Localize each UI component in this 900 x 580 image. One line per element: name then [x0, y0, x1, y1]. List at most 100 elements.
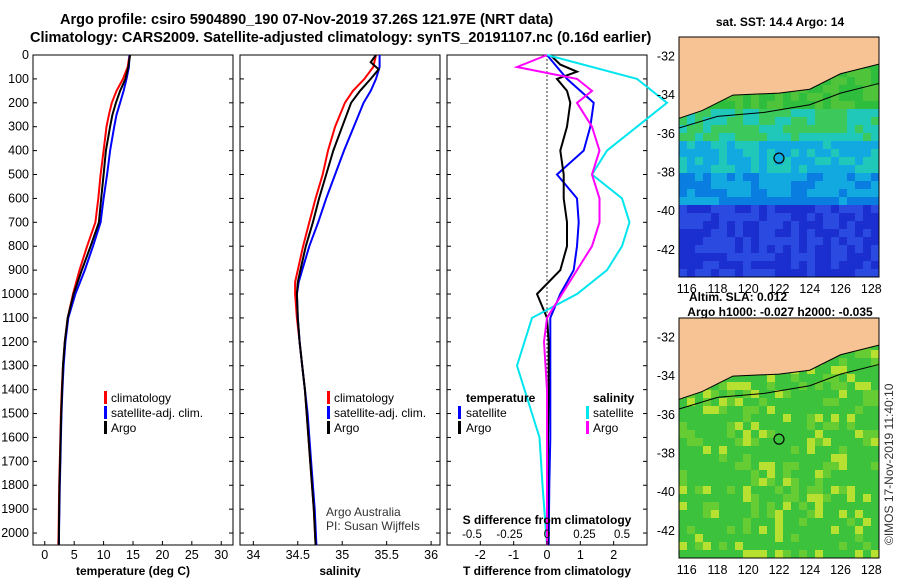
map-cell: [847, 117, 855, 125]
map-cell: [679, 542, 687, 550]
map-cell: [807, 181, 815, 189]
map-cell: [791, 189, 799, 197]
map-cell: [719, 542, 727, 550]
map-cell: [759, 189, 767, 197]
map-cell: [799, 117, 807, 125]
map-cell: [831, 101, 839, 109]
map-cell: [767, 510, 775, 518]
map-cell: [815, 237, 823, 245]
map-cell: [863, 366, 871, 374]
map-cell: [775, 478, 783, 486]
map-cell: [727, 261, 735, 269]
map-cell: [839, 470, 847, 478]
map-cell: [855, 390, 863, 398]
map-cell: [727, 109, 735, 117]
map-cell: [807, 173, 815, 181]
map-cell: [783, 382, 791, 390]
map-cell: [823, 438, 831, 446]
map-cell: [815, 478, 823, 486]
map-cell: [727, 502, 735, 510]
map-cell: [799, 221, 807, 229]
map-cell: [855, 510, 863, 518]
imos-stamp: ©IMOS 17-Nov-2019 11:40:10: [882, 383, 896, 545]
map-cell: [687, 494, 695, 502]
map-cell: [847, 221, 855, 229]
map-cell: [847, 181, 855, 189]
map-cell: [679, 253, 687, 261]
map-cell: [839, 213, 847, 221]
map-cell: [831, 117, 839, 125]
map-cell: [791, 470, 799, 478]
map-cell: [831, 141, 839, 149]
map-cell: [823, 366, 831, 374]
map-cell: [735, 149, 743, 157]
map-cell: [815, 438, 823, 446]
map-cell: [863, 125, 871, 133]
legend-argo: Argo: [111, 421, 137, 435]
map-cell: [783, 117, 791, 125]
x-tick-label: 35: [335, 548, 349, 562]
map-cell: [791, 462, 799, 470]
map-cell: [871, 350, 879, 358]
map-cell: [767, 101, 775, 109]
map-cell: [743, 149, 751, 157]
map-cell: [855, 478, 863, 486]
map-cell: [839, 510, 847, 518]
map-cell: [767, 181, 775, 189]
map-cell: [823, 534, 831, 542]
map-cell: [799, 430, 807, 438]
map-cell: [735, 406, 743, 414]
map-cell: [823, 213, 831, 221]
map-cell: [695, 205, 703, 213]
map-cell: [775, 221, 783, 229]
map-cell: [743, 205, 751, 213]
legend-argo: Argo: [334, 421, 360, 435]
map-cell: [863, 454, 871, 462]
map-cell: [815, 213, 823, 221]
map-cell: [823, 414, 831, 422]
map-cell: [695, 221, 703, 229]
map-cell: [831, 374, 839, 382]
map-cell: [743, 446, 751, 454]
map-cell: [727, 141, 735, 149]
map-cell: [863, 422, 871, 430]
map-cell: [831, 269, 839, 277]
map-cell: [799, 181, 807, 189]
map-cell: [719, 117, 727, 125]
map-cell: [863, 245, 871, 253]
lon-tick-label: 126: [830, 563, 851, 577]
map-cell: [743, 486, 751, 494]
depth-tick-label: 500: [8, 168, 29, 182]
map-cell: [863, 85, 871, 93]
map-cell: [831, 229, 839, 237]
map-cell: [863, 173, 871, 181]
float-position-marker: [773, 152, 785, 164]
map-cell: [815, 526, 823, 534]
map-cell: [799, 406, 807, 414]
map-cell: [831, 205, 839, 213]
depth-tick-label: 1600: [1, 430, 29, 444]
map-cell: [847, 462, 855, 470]
map-cell: [759, 542, 767, 550]
map-cell: [783, 253, 791, 261]
map-cell: [735, 109, 743, 117]
map-cell: [831, 422, 839, 430]
map-cell: [863, 478, 871, 486]
map-cell: [799, 197, 807, 205]
map-cell: [735, 486, 743, 494]
map-cell: [775, 253, 783, 261]
map-cell: [727, 542, 735, 550]
map-cell: [727, 237, 735, 245]
map-cell: [783, 229, 791, 237]
map-cell: [863, 438, 871, 446]
map-cell: [711, 398, 719, 406]
map-cell: [791, 165, 799, 173]
map-cell: [703, 390, 711, 398]
depth-tick-label: 300: [8, 120, 29, 134]
map-cell: [767, 374, 775, 382]
map-cell: [687, 542, 695, 550]
map-cell: [847, 350, 855, 358]
map-cell: [847, 494, 855, 502]
map-cell: [727, 414, 735, 422]
